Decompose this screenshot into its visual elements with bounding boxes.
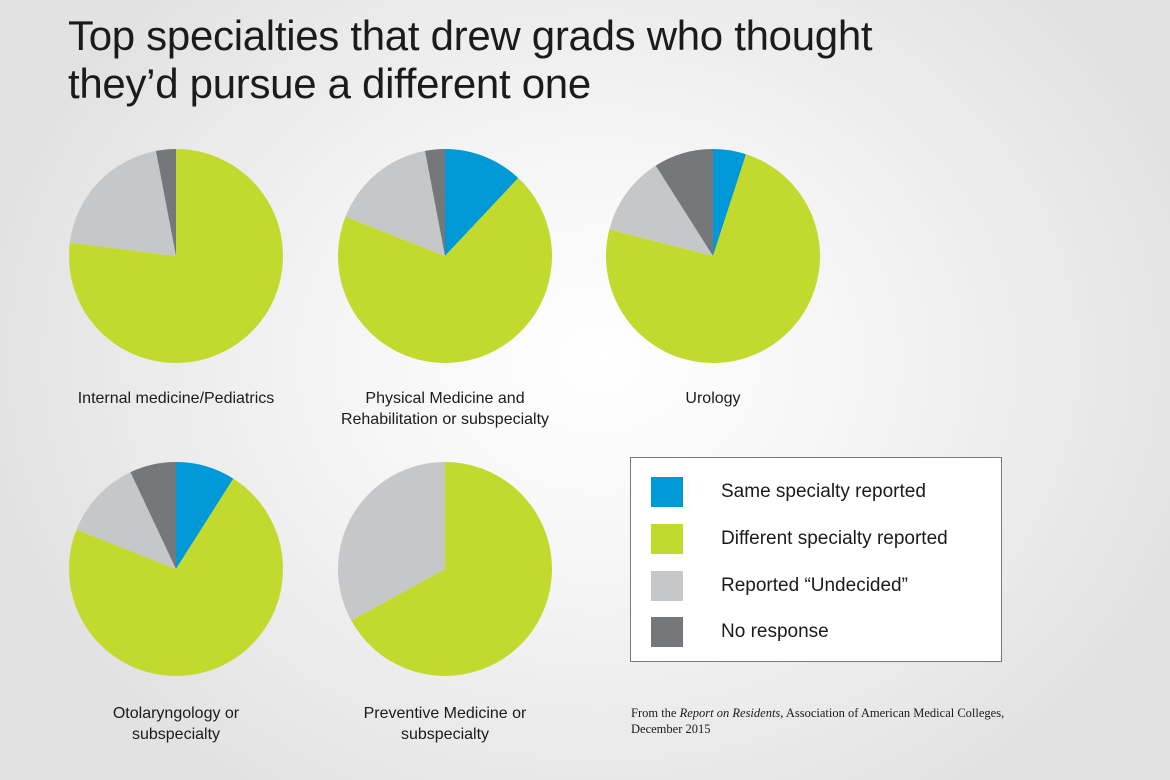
legend-item-different-specialty: Different specialty reported [651, 522, 991, 554]
pie-slice-reported-undecided [345, 150, 445, 256]
pie-chart-urology [605, 149, 820, 364]
legend-label-undecided: Reported “Undecided” [721, 575, 908, 596]
pie-slice-no-response [130, 462, 176, 569]
legend-swatch-same-specialty [651, 477, 683, 507]
legend-swatch-undecided [651, 571, 683, 601]
pie-slice-different-specialty-reported [351, 462, 553, 676]
source-prefix: From the [631, 706, 680, 720]
pie-label-internal-medicine-pediatrics: Internal medicine/Pediatrics [46, 388, 306, 409]
pie-slice-different-specialty-reported [68, 478, 283, 677]
legend-item-no-response: No response [651, 615, 991, 647]
pie-label-line: Physical Medicine and [365, 390, 525, 407]
pie-slice-same-specialty-reported [713, 149, 747, 256]
pie-slice-no-response [155, 149, 176, 256]
pie-label-preventive-medicine: Preventive Medicine or subspecialty [315, 703, 575, 745]
pie-slice-same-specialty-reported [176, 462, 234, 569]
source-suffix: , Association of American Medical Colleg… [780, 706, 1005, 720]
source-date: December 2015 [631, 722, 711, 736]
pie-label-line: Urology [685, 390, 741, 407]
pie-slice-no-response [655, 149, 713, 256]
pie-slice-same-specialty-reported [445, 149, 519, 256]
pie-chart-internal-medicine-pediatrics [68, 149, 283, 363]
pie-slice-reported-undecided [69, 150, 176, 256]
pie-slice-different-specialty-reported [605, 154, 820, 364]
pie-slice-different-specialty-reported [337, 178, 552, 363]
chart-title-line-1: Top specialties that drew grads who thou… [68, 12, 873, 59]
pie-chart-otolaryngology [68, 462, 283, 677]
pie-slice-different-specialty-reported [68, 149, 283, 363]
pie-chart-preventive-medicine [338, 462, 553, 676]
pie-slice-no-response [424, 149, 445, 256]
chart-title-line-2: they’d pursue a different one [68, 60, 591, 107]
pie-slice-reported-undecided [76, 472, 176, 569]
legend-swatch-different-specialty [651, 524, 683, 554]
pie-label-line: subspecialty [131, 726, 221, 743]
pie-label-urology: Urology [583, 388, 843, 409]
legend-label-same-specialty: Same specialty reported [721, 481, 926, 502]
pie-label-physical-medicine-rehabilitation: Physical Medicine and Rehabilitation or … [315, 388, 575, 430]
legend-item-undecided: Reported “Undecided” [651, 569, 991, 601]
source-report-title: Report on Residents [679, 706, 781, 720]
pie-slice-reported-undecided [609, 165, 713, 256]
pie-slice-reported-undecided [338, 462, 445, 621]
chart-title: Top specialties that drew grads who thou… [68, 12, 1048, 108]
pie-label-line: Preventive Medicine or [363, 705, 527, 722]
source-note: From the Report on Residents, Associatio… [631, 705, 1051, 737]
pie-label-otolaryngology: Otolaryngology or subspecialty [46, 703, 306, 745]
pie-label-line: Otolaryngology or [112, 705, 240, 722]
legend-label-no-response: No response [721, 621, 829, 642]
pie-label-line: Internal medicine/Pediatrics [77, 390, 275, 407]
legend-label-different-specialty: Different specialty reported [721, 528, 948, 549]
pie-label-line: subspecialty [400, 726, 490, 743]
pie-chart-physical-medicine-rehabilitation [337, 149, 552, 363]
legend-swatch-no-response [651, 617, 683, 647]
chart-legend: Same specialty reported Different specia… [630, 457, 1002, 662]
pie-label-line: Rehabilitation or subspecialty [340, 411, 550, 428]
legend-item-same-specialty: Same specialty reported [651, 475, 991, 507]
